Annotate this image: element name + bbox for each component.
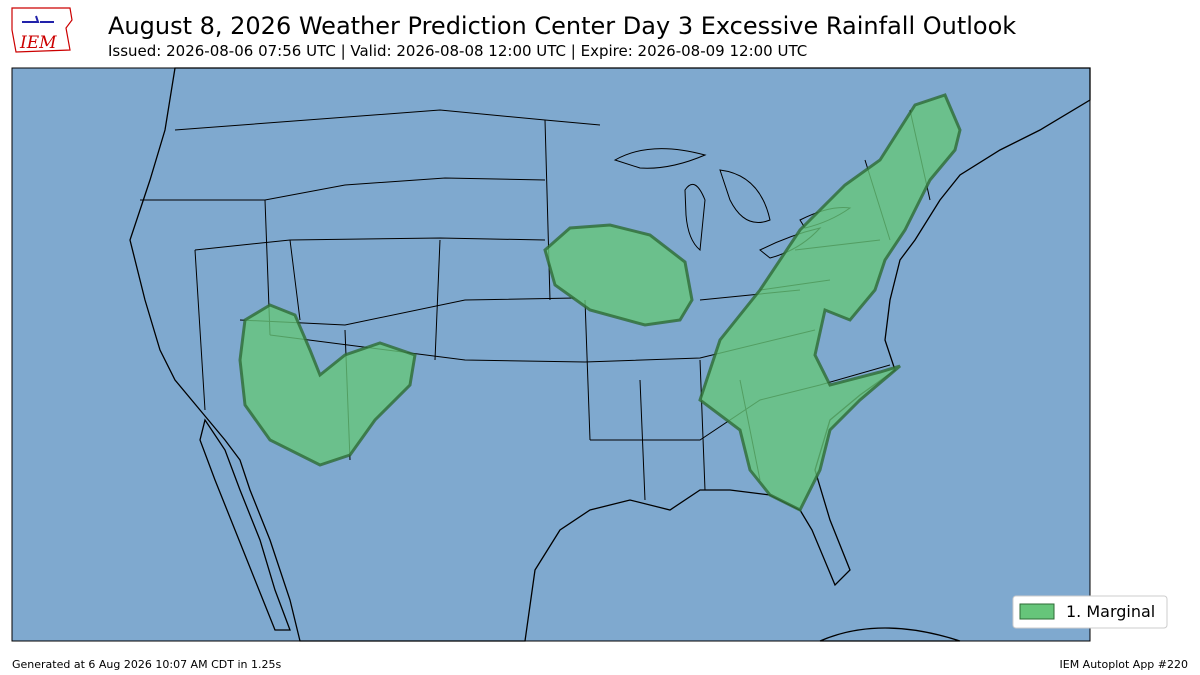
map-frame — [11, 67, 1091, 642]
marginal-area — [543, 223, 694, 327]
outlook-areas — [238, 93, 962, 513]
baja — [199, 418, 291, 631]
marginal-area — [698, 93, 962, 513]
footer-right: IEM Autoplot App #220 — [1060, 658, 1189, 671]
legend-label: 1. Marginal — [1066, 602, 1155, 621]
map — [11, 67, 1091, 642]
logo-text: IEM — [19, 33, 57, 53]
land — [129, 67, 1091, 642]
cuba — [819, 627, 961, 642]
subtitle: Issued: 2026-08-06 07:56 UTC | Valid: 20… — [108, 42, 807, 60]
footer-left: Generated at 6 Aug 2026 10:07 AM CDT in … — [12, 658, 281, 671]
legend-swatch — [1019, 603, 1055, 620]
marginal-area — [238, 303, 417, 467]
title: August 8, 2026 Weather Prediction Center… — [108, 12, 1016, 40]
legend: 1. Marginal — [1012, 595, 1168, 629]
logo: IEM — [11, 7, 73, 53]
